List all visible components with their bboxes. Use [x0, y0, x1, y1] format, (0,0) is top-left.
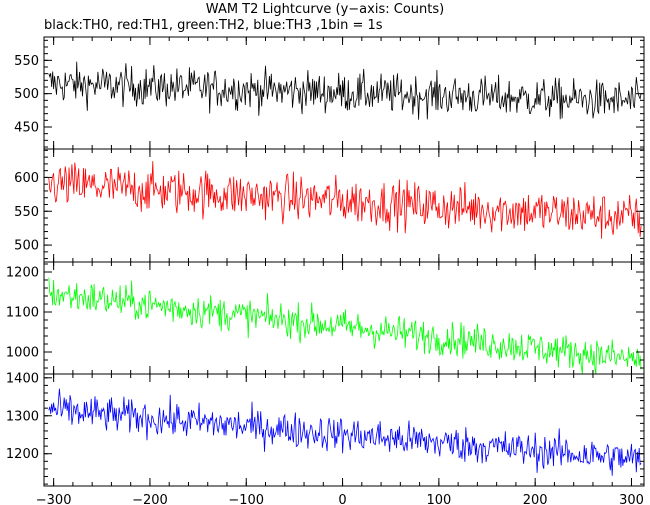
panel-frame-th1	[43, 148, 645, 263]
x-tick-label: 200	[523, 493, 548, 505]
x-tick-label: −300	[36, 493, 72, 505]
y-tick-label: 600	[14, 171, 39, 186]
series-th0-line	[48, 61, 642, 120]
x-tick-label: 300	[619, 493, 644, 505]
y-tick-label: 550	[14, 54, 39, 69]
y-tick-label: 1300	[6, 409, 39, 424]
y-tick-label: 450	[14, 121, 39, 136]
y-tick-label: 500	[14, 239, 39, 254]
x-tick-label: 0	[338, 493, 346, 505]
series-th1-group	[48, 161, 642, 239]
y-tick-label: 1200	[6, 266, 39, 281]
series-th3-group	[48, 388, 642, 476]
series-th2-line	[48, 277, 642, 374]
series-th3-line	[48, 388, 642, 476]
series-th0-group	[48, 61, 642, 120]
y-tick-label: 500	[14, 87, 39, 102]
series-th1-line	[48, 161, 642, 239]
series-th2-group	[48, 277, 642, 374]
y-tick-label: 1400	[6, 371, 39, 386]
chart-subtitle: black:TH0, red:TH1, green:TH2, blue:TH3 …	[44, 18, 383, 33]
y-tick-label: 1000	[6, 346, 39, 361]
x-tick-label: −200	[132, 493, 168, 505]
y-tick-label: 1200	[6, 447, 39, 462]
chart-title: WAM T2 Lightcurve (y−axis: Counts)	[205, 2, 445, 17]
x-tick-label: 100	[426, 493, 451, 505]
panel-frame-th3	[43, 373, 645, 487]
x-tick-label: −100	[228, 493, 264, 505]
y-tick-label: 1100	[6, 306, 39, 321]
y-tick-label: 550	[14, 205, 39, 220]
